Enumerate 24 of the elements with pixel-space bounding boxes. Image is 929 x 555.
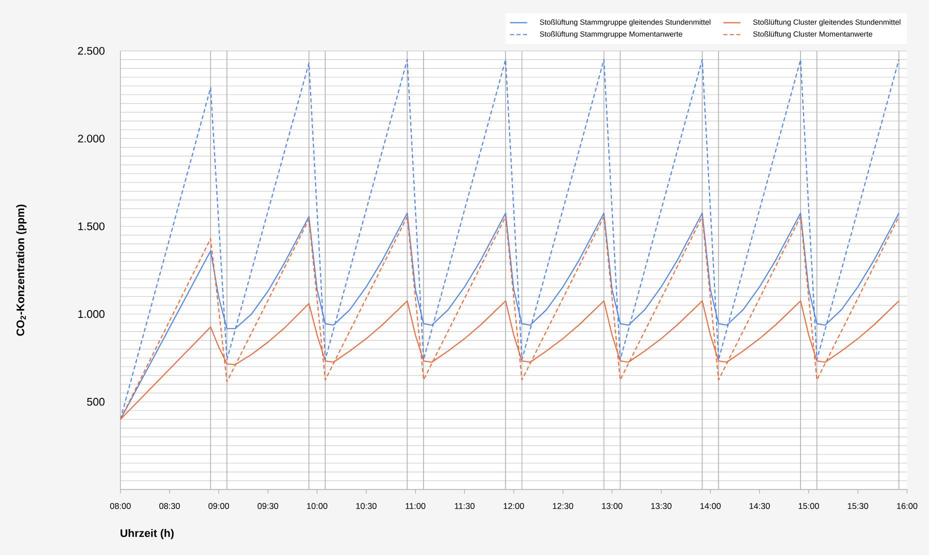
y-tick-label: 2.000 xyxy=(78,134,104,142)
x-tick-label: 14:00 xyxy=(700,502,721,509)
x-tick-label: 09:00 xyxy=(208,502,230,509)
x-tick-label: 16:00 xyxy=(897,502,918,509)
y-axis-title: CO$_{2}$-Konzentration (ppm) xyxy=(16,204,26,336)
x-tick-label: 11:30 xyxy=(454,502,475,509)
x-tick-label: 12:00 xyxy=(504,502,524,509)
x-tick-label: 13:00 xyxy=(602,502,622,509)
x-tick-label: 10:00 xyxy=(307,502,328,509)
x-tick-label: 11:00 xyxy=(406,502,426,509)
y-tick-label: 1.500 xyxy=(78,222,104,230)
x-tick-label: 15:00 xyxy=(798,502,819,509)
y-tick-label: 2.500 xyxy=(78,46,104,55)
x-tick-label: 08:30 xyxy=(159,502,180,509)
x-tick-label: 10:30 xyxy=(356,502,377,509)
x-tick-label: 15:30 xyxy=(848,502,868,509)
x-axis-title: Uhrzeit (h) xyxy=(120,528,174,539)
x-tick-label: 13:30 xyxy=(651,502,672,509)
y-tick-label: 1.000 xyxy=(78,310,104,318)
x-tick-label: 08:00 xyxy=(110,502,131,509)
y-tick-label: 500 xyxy=(87,398,104,406)
x-tick-label: 09:30 xyxy=(258,502,278,509)
x-tick-label: 12:30 xyxy=(552,502,574,509)
x-tick-label: 14:30 xyxy=(750,502,770,509)
